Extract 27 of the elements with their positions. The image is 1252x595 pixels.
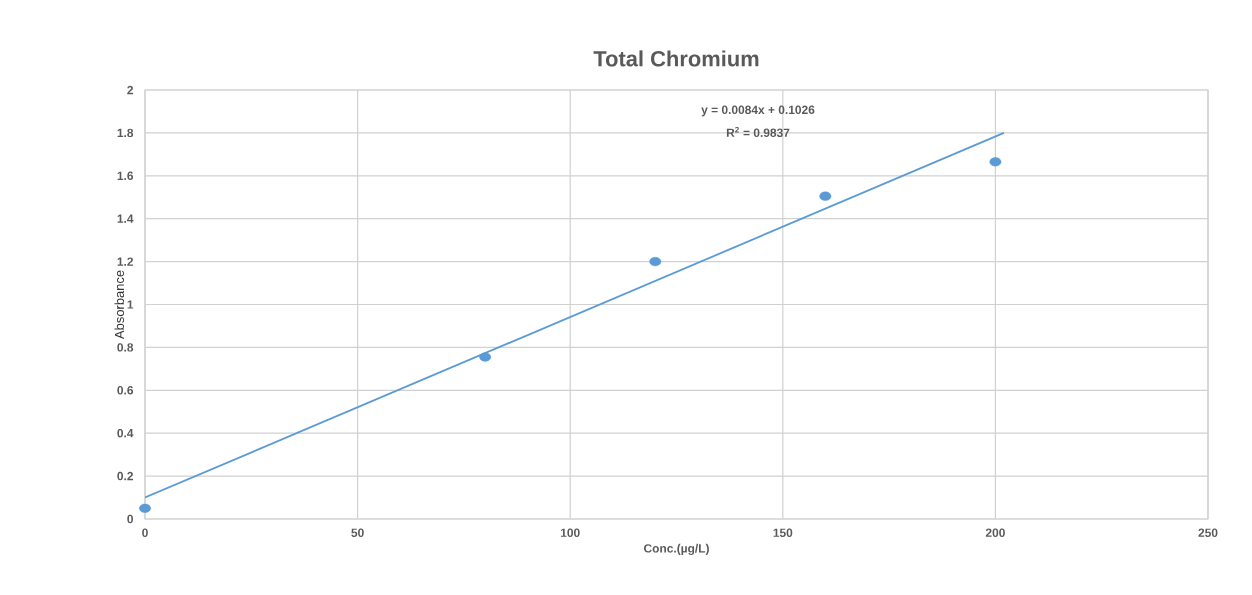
chart-title: Total Chromium [593,50,759,67]
point [819,191,832,201]
annotation: R$^{2}$ = 0.9837 [726,126,790,138]
x-axis-title: Conc.(µg/L) [644,543,709,555]
annotation: y = 0.0084x + 0.1026 [701,105,815,117]
point [479,352,492,362]
x-tick-label: 250 [1198,528,1218,537]
x-tick-label: 150 [773,528,793,537]
x-tick-label: 50 [351,528,364,537]
x-tick-label: 200 [985,528,1005,537]
x-tick-label: 0 [142,528,148,537]
y-tick-label: 1.6 [117,171,134,181]
y-axis-title: Absorbance [114,270,125,340]
point [139,503,151,513]
y-tick-label: 1.8 [117,128,134,138]
point [649,257,662,267]
y-tick-label: 1 [127,300,134,309]
y-tick-label: 1.2 [117,257,134,266]
y-tick-label: 0.4 [117,428,134,438]
y-tick-label: 0.2 [117,471,134,481]
x-tick-label: 100 [560,528,580,537]
y-tick-label: 0 [127,514,133,524]
y-tick-label: 0.8 [117,343,134,352]
y-tick-label: 0.6 [117,386,134,395]
point [989,157,1002,167]
y-tick-label: 2 [127,85,134,95]
y-tick-label: 1.4 [117,214,134,223]
